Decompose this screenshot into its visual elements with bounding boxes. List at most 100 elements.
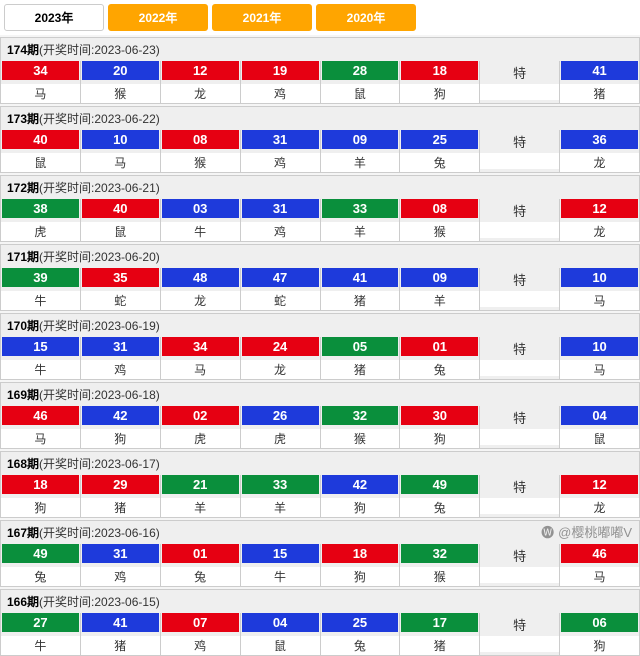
ball-number: 02 bbox=[162, 406, 239, 425]
special-spacer bbox=[480, 429, 559, 445]
ball-zodiac: 龙 bbox=[560, 222, 639, 241]
ball-zodiac: 狗 bbox=[560, 636, 639, 655]
period-171: 171期(开奖时间:2023-06-20)393548474109特10牛蛇龙蛇… bbox=[0, 244, 640, 311]
watermark-text: @樱桃嘟嘟V bbox=[558, 522, 632, 541]
period-168: 168期(开奖时间:2023-06-17)182921334249特12狗猪羊羊… bbox=[0, 451, 640, 518]
period-header: 173期(开奖时间:2023-06-22) bbox=[1, 107, 639, 130]
period-header: 166期(开奖时间:2023-06-15) bbox=[1, 590, 639, 613]
ball-number: 26 bbox=[242, 406, 319, 425]
ball-zodiac: 鸡 bbox=[81, 360, 160, 379]
number-row: 153134240501特10 bbox=[1, 337, 639, 360]
ball-zodiac: 龙 bbox=[241, 360, 320, 379]
ball-number: 18 bbox=[322, 544, 399, 563]
zodiac-row: 鼠马猴鸡羊兔 龙 bbox=[1, 153, 639, 172]
ball-zodiac: 猴 bbox=[81, 84, 160, 103]
ball-zodiac: 猴 bbox=[321, 429, 400, 448]
ball-number: 15 bbox=[242, 544, 319, 563]
ball-number: 30 bbox=[401, 406, 478, 425]
ball-zodiac: 马 bbox=[560, 360, 639, 379]
special-spacer bbox=[480, 636, 559, 652]
ball-number: 39 bbox=[2, 268, 79, 287]
ball-number: 41 bbox=[322, 268, 399, 287]
period-header: 172期(开奖时间:2023-06-21) bbox=[1, 176, 639, 199]
special-label: 特 bbox=[480, 613, 559, 636]
ball-zodiac: 羊 bbox=[161, 498, 240, 517]
ball-number: 10 bbox=[82, 130, 159, 149]
ball-zodiac: 兔 bbox=[400, 153, 479, 172]
year-tab-0[interactable]: 2023年 bbox=[4, 4, 104, 31]
ball-zodiac: 狗 bbox=[321, 567, 400, 586]
special-label: 特 bbox=[480, 406, 559, 429]
ball-number: 20 bbox=[82, 61, 159, 80]
number-row: 384003313308特12 bbox=[1, 199, 639, 222]
ball-number: 46 bbox=[561, 544, 638, 563]
special-spacer bbox=[480, 498, 559, 514]
ball-zodiac: 猴 bbox=[400, 222, 479, 241]
ball-zodiac: 狗 bbox=[81, 429, 160, 448]
zodiac-row: 兔鸡兔牛狗猴 马 bbox=[1, 567, 639, 586]
ball-zodiac: 羊 bbox=[241, 498, 320, 517]
ball-zodiac: 虎 bbox=[241, 429, 320, 448]
number-row: 274107042517特06 bbox=[1, 613, 639, 636]
special-label: 特 bbox=[480, 61, 559, 84]
period-header: 168期(开奖时间:2023-06-17) bbox=[1, 452, 639, 475]
ball-zodiac: 猴 bbox=[400, 567, 479, 586]
ball-zodiac: 鸡 bbox=[81, 567, 160, 586]
period-170: 170期(开奖时间:2023-06-19)153134240501特10牛鸡马龙… bbox=[0, 313, 640, 380]
ball-number: 40 bbox=[82, 199, 159, 218]
ball-number: 40 bbox=[2, 130, 79, 149]
ball-zodiac: 马 bbox=[560, 291, 639, 310]
periods-list: 174期(开奖时间:2023-06-23)342012192818特41马猴龙鸡… bbox=[0, 37, 640, 656]
ball-number: 46 bbox=[2, 406, 79, 425]
ball-zodiac: 狗 bbox=[321, 498, 400, 517]
ball-number: 41 bbox=[82, 613, 159, 632]
ball-zodiac: 狗 bbox=[400, 429, 479, 448]
ball-number: 01 bbox=[162, 544, 239, 563]
number-row: 182921334249特12 bbox=[1, 475, 639, 498]
special-label: 特 bbox=[480, 130, 559, 153]
period-header: 169期(开奖时间:2023-06-18) bbox=[1, 383, 639, 406]
year-tab-3[interactable]: 2020年 bbox=[316, 4, 416, 31]
ball-number: 19 bbox=[242, 61, 319, 80]
ball-number: 49 bbox=[401, 475, 478, 494]
weibo-icon: 🅦 bbox=[541, 522, 554, 541]
period-172: 172期(开奖时间:2023-06-21)384003313308特12虎鼠牛鸡… bbox=[0, 175, 640, 242]
ball-number: 27 bbox=[2, 613, 79, 632]
ball-zodiac: 兔 bbox=[400, 498, 479, 517]
ball-zodiac: 牛 bbox=[1, 636, 80, 655]
ball-zodiac: 马 bbox=[1, 429, 80, 448]
year-tab-1[interactable]: 2022年 bbox=[108, 4, 208, 31]
period-header: 174期(开奖时间:2023-06-23) bbox=[1, 38, 639, 61]
special-label: 特 bbox=[480, 199, 559, 222]
ball-zodiac: 鼠 bbox=[81, 222, 160, 241]
year-tab-2[interactable]: 2021年 bbox=[212, 4, 312, 31]
ball-zodiac: 鸡 bbox=[241, 222, 320, 241]
special-spacer bbox=[480, 222, 559, 238]
ball-zodiac: 马 bbox=[161, 360, 240, 379]
ball-zodiac: 马 bbox=[1, 84, 80, 103]
period-174: 174期(开奖时间:2023-06-23)342012192818特41马猴龙鸡… bbox=[0, 37, 640, 104]
ball-number: 04 bbox=[242, 613, 319, 632]
ball-zodiac: 鸡 bbox=[161, 636, 240, 655]
ball-number: 25 bbox=[322, 613, 399, 632]
zodiac-row: 牛猪鸡鼠兔猪 狗 bbox=[1, 636, 639, 655]
special-spacer bbox=[480, 360, 559, 376]
period-166: 166期(开奖时间:2023-06-15)274107042517特06牛猪鸡鼠… bbox=[0, 589, 640, 656]
ball-number: 08 bbox=[162, 130, 239, 149]
ball-zodiac: 猪 bbox=[81, 498, 160, 517]
ball-number: 10 bbox=[561, 268, 638, 287]
ball-zodiac: 马 bbox=[560, 567, 639, 586]
ball-zodiac: 鼠 bbox=[560, 429, 639, 448]
ball-zodiac: 羊 bbox=[321, 222, 400, 241]
ball-number: 38 bbox=[2, 199, 79, 218]
watermark: 🅦 @樱桃嘟嘟V bbox=[541, 522, 632, 541]
period-169: 169期(开奖时间:2023-06-18)464202263230特04马狗虎虎… bbox=[0, 382, 640, 449]
ball-number: 32 bbox=[401, 544, 478, 563]
ball-number: 12 bbox=[561, 199, 638, 218]
ball-number: 33 bbox=[242, 475, 319, 494]
ball-number: 09 bbox=[401, 268, 478, 287]
ball-zodiac: 猴 bbox=[161, 153, 240, 172]
ball-zodiac: 龙 bbox=[560, 498, 639, 517]
ball-zodiac: 牛 bbox=[1, 360, 80, 379]
zodiac-row: 马猴龙鸡鼠狗 猪 bbox=[1, 84, 639, 103]
